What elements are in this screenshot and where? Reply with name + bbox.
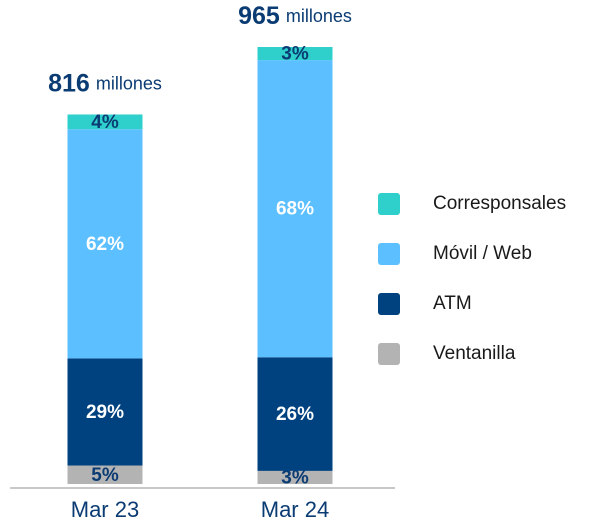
legend-label: Corresponsales bbox=[433, 193, 566, 214]
segment-label: 68% bbox=[276, 199, 314, 220]
bar-segment bbox=[257, 470, 333, 484]
segment-label: 3% bbox=[281, 44, 309, 65]
bar-segment bbox=[257, 47, 333, 61]
bar-segment bbox=[257, 357, 333, 471]
total-label: 965 millones bbox=[238, 2, 352, 30]
legend-swatch bbox=[378, 193, 400, 215]
legend-swatch bbox=[378, 343, 400, 365]
segment-label: 26% bbox=[276, 404, 314, 425]
legend-label: ATM bbox=[433, 293, 472, 314]
total-unit: millones bbox=[96, 73, 162, 93]
segment-label: 3% bbox=[281, 467, 309, 488]
bar-segment bbox=[257, 60, 333, 358]
segment-label: 29% bbox=[86, 402, 124, 423]
bar-segment bbox=[67, 465, 143, 484]
segment-label: 5% bbox=[91, 465, 119, 486]
legend-swatch bbox=[378, 293, 400, 315]
total-unit: millones bbox=[286, 6, 352, 26]
legend-label: Móvil / Web bbox=[433, 243, 532, 264]
total-value: 816 bbox=[48, 69, 90, 97]
bar-segment bbox=[67, 358, 143, 466]
total-label: 816 millones bbox=[48, 69, 162, 97]
x-tick-label: Mar 23 bbox=[71, 497, 139, 522]
segment-label: 62% bbox=[86, 234, 124, 255]
total-value: 965 bbox=[238, 2, 280, 30]
legend-label: Ventanilla bbox=[433, 343, 516, 364]
bar-segment bbox=[67, 114, 143, 130]
legend-swatch bbox=[378, 243, 400, 265]
x-tick-label: Mar 24 bbox=[261, 497, 329, 522]
segment-label: 4% bbox=[91, 112, 119, 133]
bar-segment bbox=[67, 129, 143, 359]
